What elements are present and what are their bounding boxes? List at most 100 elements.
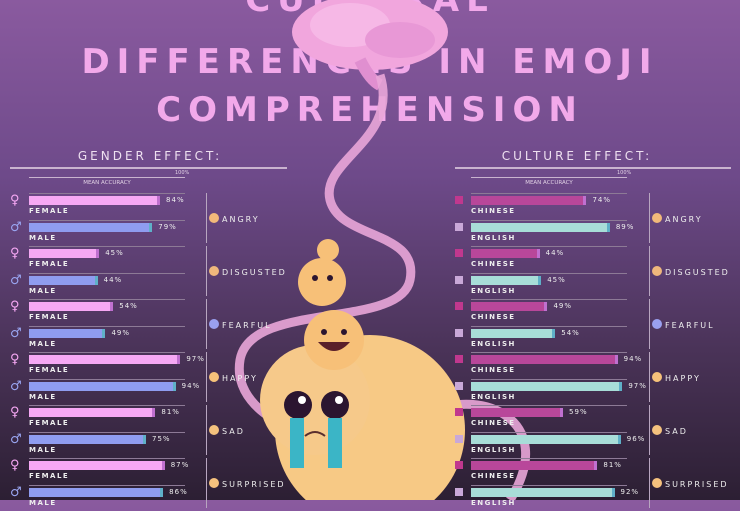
row-separator — [471, 405, 627, 406]
emotion-name: DISGUSTED — [665, 268, 730, 277]
value-label: 94% — [181, 381, 201, 390]
group-divider — [206, 405, 207, 455]
value-label: 44% — [103, 275, 123, 284]
emoji-stack — [260, 239, 465, 500]
emoji-angry-icon — [209, 213, 219, 223]
emotion-label: FEARFUL — [652, 319, 715, 330]
emoji-surprised-icon — [209, 478, 219, 488]
bar-male — [29, 487, 164, 497]
uk-flag-icon — [455, 275, 463, 284]
row-separator — [29, 378, 185, 380]
value-label: 81% — [161, 408, 180, 416]
emotion-label: FEARFUL — [209, 319, 272, 330]
value-label: 96% — [626, 434, 646, 443]
series-label: MALE — [29, 392, 57, 401]
bar-row: ♀ 54% FEMALE — [0, 299, 300, 325]
emotion-name: SURPRISED — [222, 480, 286, 489]
row-separator — [29, 458, 185, 459]
series-label: FEMALE — [29, 366, 70, 374]
series-label: FEMALE — [29, 419, 70, 427]
bar-chinese — [471, 461, 598, 470]
bar-row: ♂ 94% MALE — [0, 378, 300, 405]
value-label: 44% — [545, 249, 565, 257]
emotion-label: DISGUSTED — [209, 266, 287, 277]
group-divider — [206, 352, 207, 402]
series-label: MALE — [29, 445, 57, 454]
row-separator — [471, 219, 627, 221]
series-label: CHINESE — [471, 419, 516, 427]
emoji-sad-icon — [209, 425, 219, 435]
title-underline — [455, 167, 731, 169]
china-flag-icon — [455, 302, 463, 310]
series-label: ENGLISH — [471, 286, 516, 295]
emotion-label: SURPRISED — [652, 478, 729, 489]
group-divider — [649, 193, 650, 243]
emotion-group: HAPPY — [649, 352, 740, 405]
value-label: 75% — [152, 434, 171, 443]
emotion-name: ANGRY — [222, 215, 260, 224]
bar-row: 54% ENGLISH — [442, 325, 740, 352]
emotion-name: HAPPY — [665, 374, 701, 383]
emoji-disgusted-icon — [209, 266, 219, 276]
emotion-label: ANGRY — [209, 213, 260, 224]
emotion-name: FEARFUL — [222, 321, 272, 330]
bar-chinese — [471, 196, 587, 205]
china-flag-icon — [455, 461, 463, 469]
emotion-group: HAPPY — [206, 352, 306, 405]
series-label: FEMALE — [29, 260, 70, 268]
bar-row: ♀ 45% FEMALE — [0, 246, 300, 272]
emoji-surprised-icon — [652, 478, 662, 488]
row-separator — [29, 431, 185, 433]
row-separator — [471, 431, 627, 433]
female-symbol-icon: ♀ — [10, 458, 20, 473]
value-label: 81% — [603, 461, 622, 469]
emoji-fearful-icon — [209, 319, 219, 329]
emotion-group: SAD — [649, 405, 740, 458]
female-symbol-icon: ♀ — [10, 352, 20, 367]
group-divider — [206, 246, 207, 296]
row-separator — [471, 193, 627, 194]
bar-female — [29, 408, 156, 417]
group-divider — [649, 405, 650, 455]
emoji-disgusted-icon — [652, 266, 662, 276]
bar-row: 89% ENGLISH — [442, 219, 740, 246]
series-label: CHINESE — [471, 313, 516, 321]
title-underline — [10, 167, 287, 169]
series-label: ENGLISH — [471, 233, 516, 242]
group-divider — [649, 458, 650, 508]
male-symbol-icon: ♂ — [10, 378, 22, 394]
emoji-sad-icon — [652, 425, 662, 435]
emotion-group: SAD — [206, 405, 306, 458]
row-separator — [29, 484, 185, 486]
emoji-fearful-icon — [652, 319, 662, 329]
value-label: 92% — [620, 487, 640, 496]
emotion-name: FEARFUL — [665, 321, 715, 330]
bar-english — [471, 222, 610, 232]
bar-row: 94% CHINESE — [442, 352, 740, 378]
emotion-group: ANGRY — [206, 193, 306, 246]
bar-female — [29, 249, 100, 258]
bar-row: 74% CHINESE — [442, 193, 740, 219]
bar-row: ♂ 79% MALE — [0, 219, 300, 246]
male-symbol-icon: ♂ — [10, 484, 22, 500]
emotion-group: FEARFUL — [206, 299, 306, 352]
emoji-happy-icon — [652, 372, 662, 382]
scale-line — [29, 177, 185, 178]
bar-female — [29, 302, 114, 311]
row-separator — [29, 325, 185, 327]
group-divider — [649, 299, 650, 349]
emotion-group: SURPRISED — [649, 458, 740, 511]
value-label: 54% — [119, 302, 138, 310]
group-divider — [206, 458, 207, 508]
bar-chinese — [471, 408, 564, 417]
uk-flag-icon — [455, 487, 463, 496]
series-label: CHINESE — [471, 366, 516, 374]
emotion-label: SAD — [209, 425, 245, 436]
row-separator — [29, 352, 185, 353]
row-separator — [471, 299, 627, 300]
row-separator — [29, 299, 185, 300]
bar-row: ♀ 81% FEMALE — [0, 405, 300, 431]
emotion-name: SAD — [665, 427, 688, 436]
value-label: 59% — [569, 408, 588, 416]
row-separator — [29, 246, 185, 247]
